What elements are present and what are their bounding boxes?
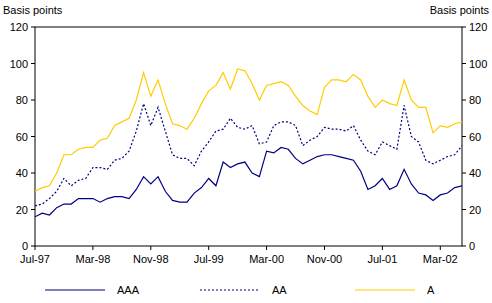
x-tick xyxy=(382,246,383,250)
legend-swatch xyxy=(355,289,415,290)
y-axis-title: Basis points xyxy=(3,4,63,16)
legend-label: AA xyxy=(272,284,287,296)
plot-frame xyxy=(35,27,462,246)
chart: 0 20 40 60 80 100 120 0 20 40 60 80 100 120 Basis poin… xyxy=(0,0,492,303)
y-tick xyxy=(31,63,35,64)
x-tick xyxy=(35,246,36,250)
y-tick-label: 60 xyxy=(16,131,28,143)
x-tick-label: Nov-00 xyxy=(307,253,342,265)
y2-tick-label: 40 xyxy=(469,167,481,179)
x-tick xyxy=(266,246,267,250)
y2-tick xyxy=(462,63,466,64)
y2-tick xyxy=(462,100,466,101)
x-tick xyxy=(150,246,151,250)
y2-tick-label: 0 xyxy=(469,240,475,252)
y-tick xyxy=(31,246,35,247)
x-tick-label: Mar-00 xyxy=(249,253,284,265)
y2-tick-label: 120 xyxy=(469,21,487,33)
plot-area xyxy=(35,69,462,217)
x-tick xyxy=(324,246,325,250)
y-tick-label: 40 xyxy=(16,167,28,179)
legend-swatch xyxy=(45,289,105,290)
x-tick-label: Jul-97 xyxy=(20,253,50,265)
x-tick xyxy=(440,246,441,250)
x-tick-label: Mar-02 xyxy=(423,253,458,265)
x-tick-label: Jul-01 xyxy=(367,253,397,265)
y2-tick-label: 20 xyxy=(469,204,481,216)
y-tick xyxy=(31,136,35,137)
y2-tick-label: 60 xyxy=(469,131,481,143)
y-tick xyxy=(31,100,35,101)
y2-tick xyxy=(462,136,466,137)
y-tick-label: 20 xyxy=(16,204,28,216)
y2-tick xyxy=(462,209,466,210)
series-line xyxy=(35,69,462,191)
legend-label: A xyxy=(427,284,435,296)
y-tick-label: 100 xyxy=(10,58,28,70)
series-line xyxy=(35,104,462,206)
y2-axis-title: Basis points xyxy=(430,4,490,16)
legend-label: AAA xyxy=(117,284,140,296)
y2-tick xyxy=(462,246,466,247)
y-tick-label: 80 xyxy=(16,94,28,106)
y2-tick xyxy=(462,27,466,28)
y2-tick xyxy=(462,173,466,174)
y-tick-label: 0 xyxy=(22,240,28,252)
y-tick xyxy=(31,209,35,210)
legend-swatch xyxy=(200,289,260,290)
series-line xyxy=(35,147,462,216)
x-tick xyxy=(92,246,93,250)
x-tick xyxy=(208,246,209,250)
y-tick xyxy=(31,173,35,174)
x-tick-label: Mar-98 xyxy=(75,253,110,265)
y-tick-label: 120 xyxy=(10,21,28,33)
x-tick-label: Jul-99 xyxy=(194,253,224,265)
y-tick xyxy=(31,27,35,28)
y2-tick-label: 80 xyxy=(469,94,481,106)
x-tick-label: Nov-98 xyxy=(133,253,168,265)
y2-tick-label: 100 xyxy=(469,58,487,70)
